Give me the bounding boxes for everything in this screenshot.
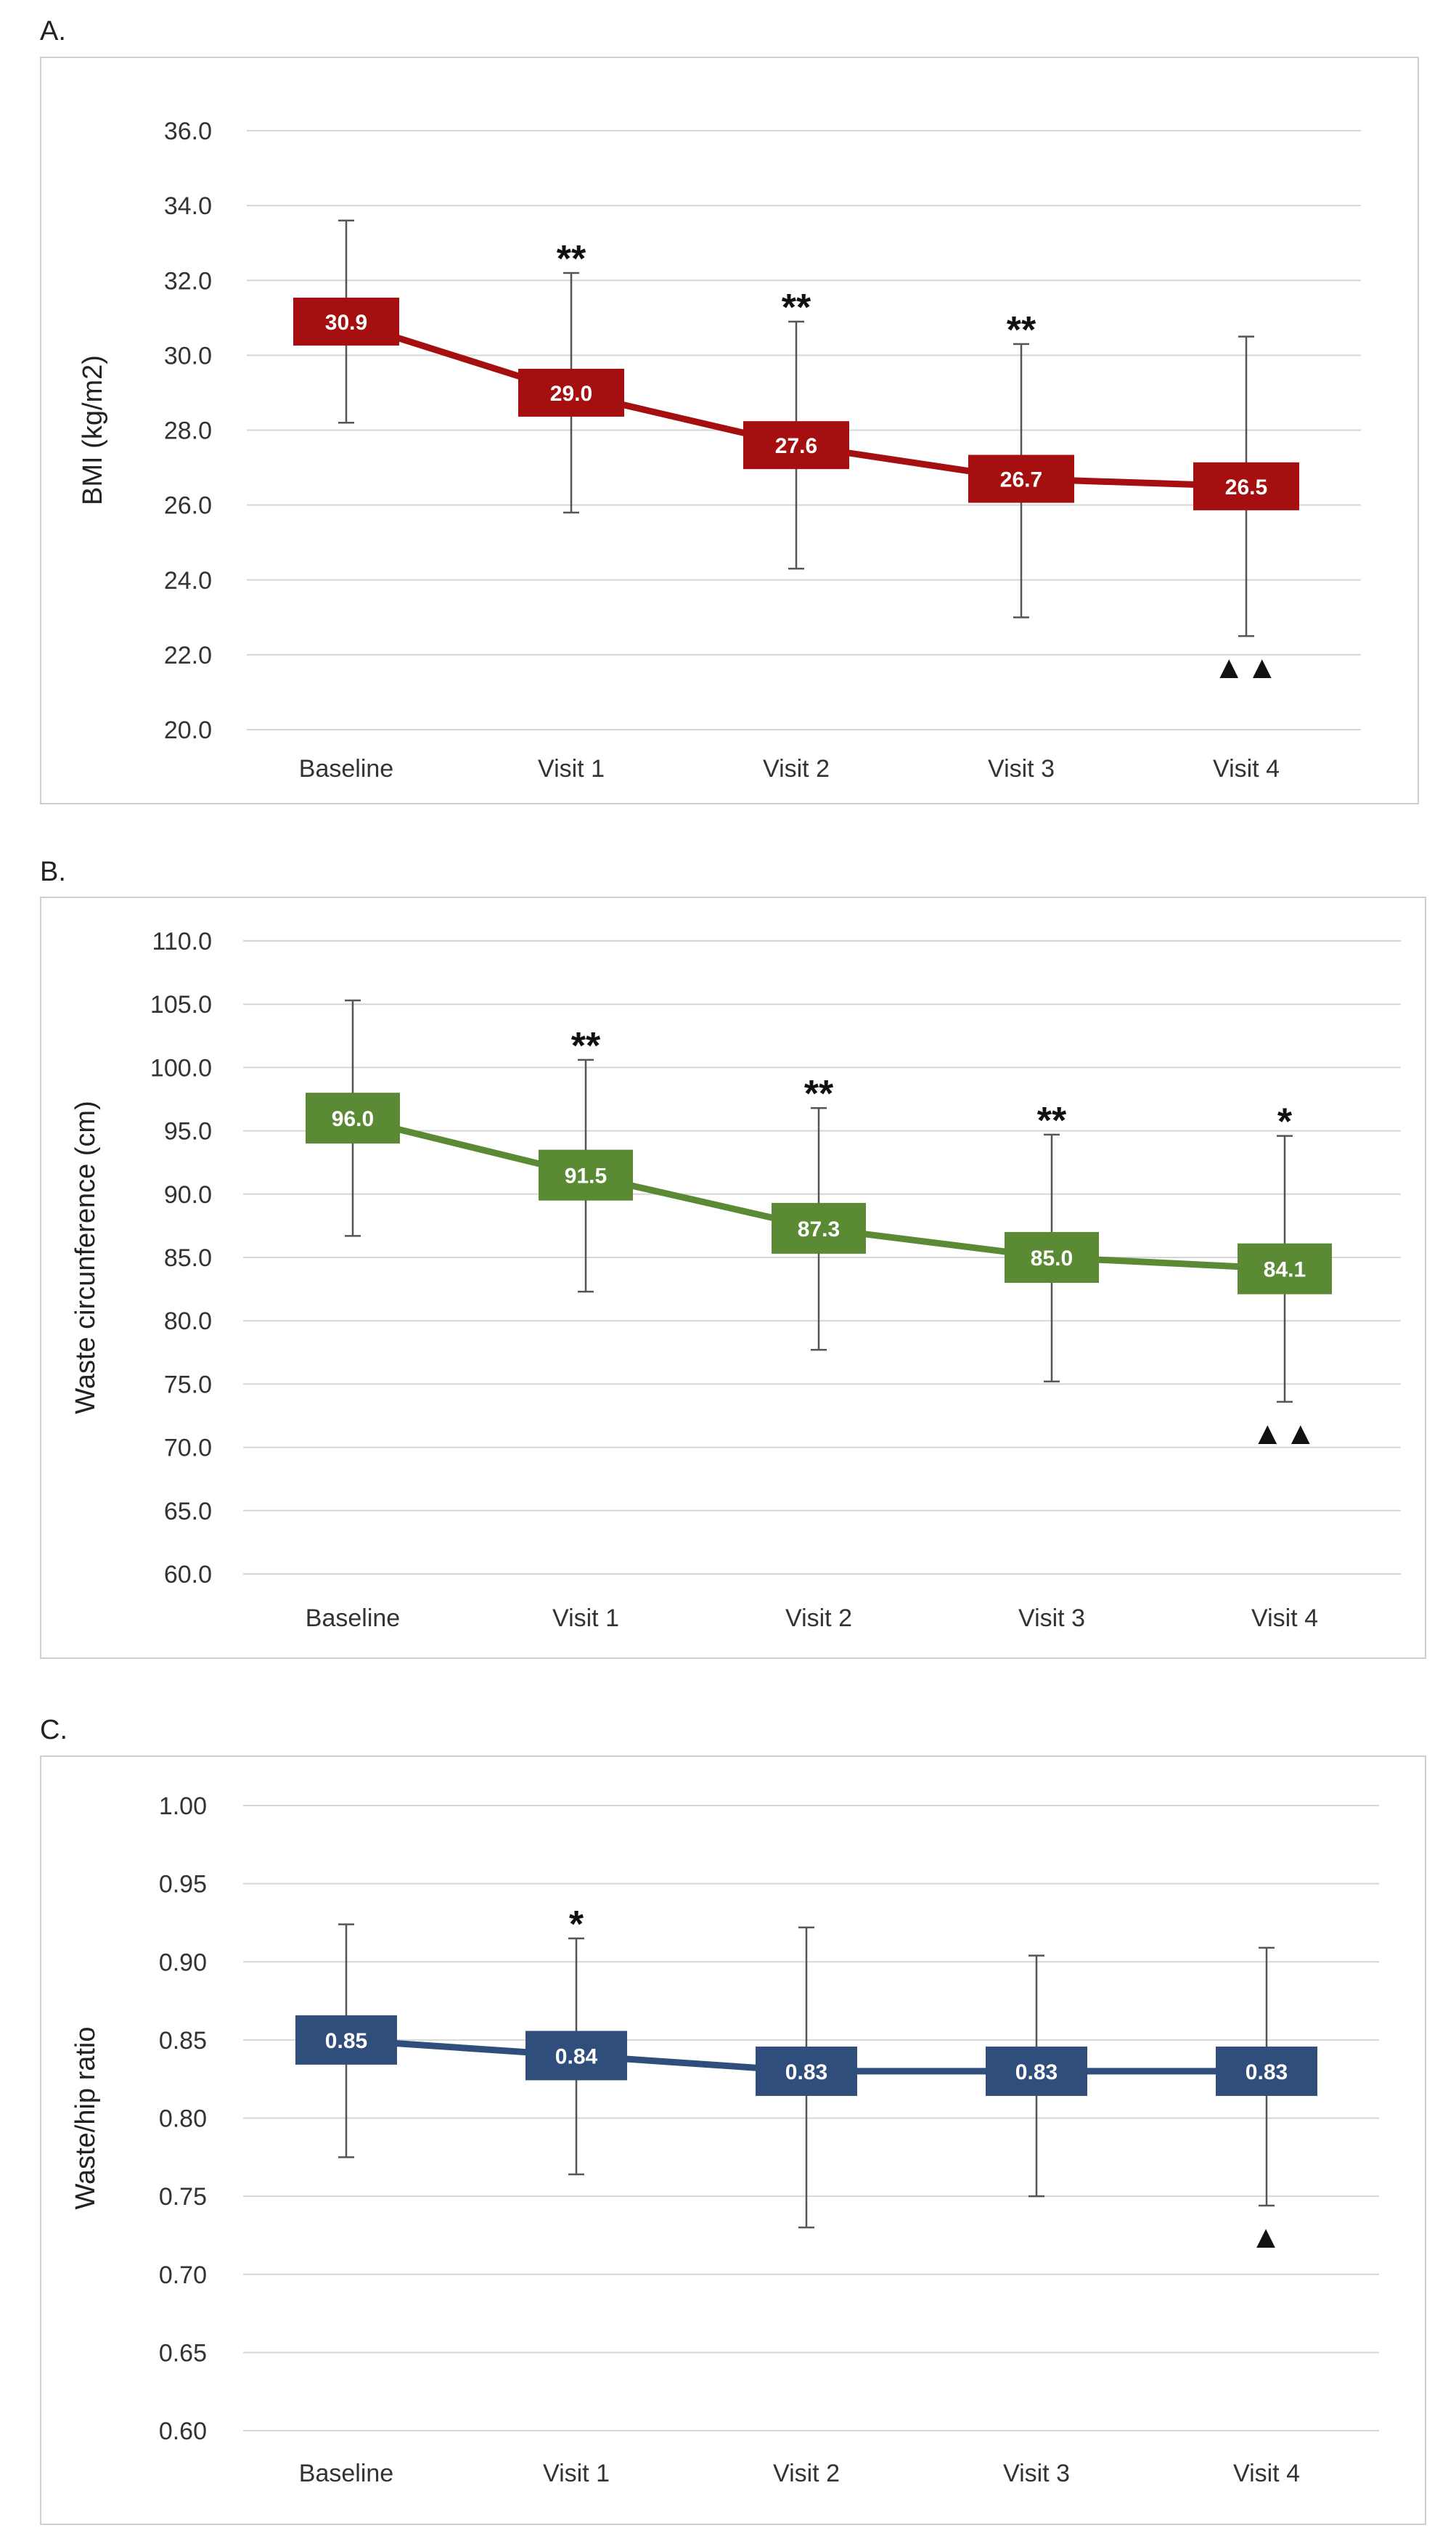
data-point-box xyxy=(756,2046,857,2096)
data-point-box xyxy=(518,368,624,417)
y-axis-label: Waste/hip ratio xyxy=(70,2026,101,2209)
x-category-label: Visit 3 xyxy=(988,755,1055,783)
significance-marker: ** xyxy=(557,238,586,280)
x-category-label: Visit 4 xyxy=(1251,1604,1318,1632)
x-category-label: Visit 4 xyxy=(1233,2460,1300,2487)
data-label: 0.83 xyxy=(785,2060,827,2084)
data-label: 87.3 xyxy=(798,1218,840,1241)
data-label: 0.84 xyxy=(555,2044,598,2068)
significance-marker: ** xyxy=(571,1025,601,1067)
y-tick-label: 85.0 xyxy=(164,1244,212,1272)
y-tick-label: 28.0 xyxy=(164,417,212,445)
data-point-box xyxy=(968,454,1074,503)
y-tick-label: 0.70 xyxy=(159,2261,207,2289)
data-point-box xyxy=(743,421,849,470)
data-label: 0.83 xyxy=(1246,2060,1288,2084)
y-tick-label: 65.0 xyxy=(164,1498,212,1525)
data-point-box xyxy=(525,2031,627,2081)
y-tick-label: 100.0 xyxy=(150,1054,212,1082)
x-category-label: Visit 3 xyxy=(1003,2460,1070,2487)
y-tick-label: 95.0 xyxy=(164,1118,212,1146)
y-tick-label: 32.0 xyxy=(164,267,212,295)
data-point-box xyxy=(1216,2046,1317,2096)
y-tick-label: 0.60 xyxy=(159,2418,207,2445)
y-tick-label: 1.00 xyxy=(159,1792,207,1820)
data-point-box xyxy=(293,297,399,346)
data-point-box xyxy=(986,2046,1087,2096)
x-category-label: Visit 1 xyxy=(552,1604,619,1632)
significance-marker: ▲ xyxy=(1250,2219,1283,2255)
y-tick-label: 0.85 xyxy=(159,2027,207,2055)
y-tick-label: 75.0 xyxy=(164,1371,212,1398)
data-label: 27.6 xyxy=(775,434,817,458)
data-label: 26.7 xyxy=(1000,468,1042,492)
x-category-label: Visit 2 xyxy=(785,1604,852,1632)
y-tick-label: 60.0 xyxy=(164,1561,212,1588)
x-category-label: Visit 1 xyxy=(543,2460,610,2487)
y-tick-label: 24.0 xyxy=(164,567,212,595)
y-tick-label: 70.0 xyxy=(164,1435,212,1462)
y-tick-label: 90.0 xyxy=(164,1181,212,1209)
y-tick-label: 0.80 xyxy=(159,2105,207,2133)
y-tick-label: 0.95 xyxy=(159,1871,207,1898)
data-point-box xyxy=(295,2015,397,2065)
significance-marker: ▲▲ xyxy=(1213,650,1279,685)
y-tick-label: 26.0 xyxy=(164,492,212,520)
x-category-label: Visit 2 xyxy=(763,755,830,783)
significance-marker: * xyxy=(1277,1101,1293,1143)
y-tick-label: 105.0 xyxy=(150,991,212,1019)
x-category-label: Visit 4 xyxy=(1213,755,1280,783)
significance-marker: ** xyxy=(1037,1100,1067,1142)
x-category-label: Baseline xyxy=(299,2460,393,2487)
x-category-label: Baseline xyxy=(306,1604,400,1632)
y-axis-label: Waste circunference (cm) xyxy=(70,1101,101,1414)
x-category-label: Visit 1 xyxy=(538,755,605,783)
panel-a-label: A. xyxy=(40,16,66,46)
x-category-label: Visit 3 xyxy=(1018,1604,1085,1632)
significance-marker: ▲▲ xyxy=(1251,1416,1317,1451)
panel-b-label: B. xyxy=(40,857,66,887)
y-tick-label: 34.0 xyxy=(164,192,212,220)
data-point-box xyxy=(1238,1243,1332,1294)
significance-marker: ** xyxy=(782,287,811,329)
y-tick-label: 36.0 xyxy=(164,118,212,145)
significance-marker: ** xyxy=(1007,309,1036,351)
data-label: 85.0 xyxy=(1031,1247,1073,1270)
data-point-box xyxy=(1005,1232,1099,1283)
x-category-label: Visit 2 xyxy=(773,2460,840,2487)
y-tick-label: 110.0 xyxy=(152,928,212,955)
data-point-box xyxy=(539,1149,633,1201)
data-label: 0.83 xyxy=(1015,2060,1058,2084)
data-label: 29.0 xyxy=(550,382,592,406)
data-label: 26.5 xyxy=(1225,476,1267,499)
y-tick-label: 0.75 xyxy=(159,2183,207,2211)
data-label: 91.5 xyxy=(565,1165,607,1188)
y-tick-label: 20.0 xyxy=(164,717,212,744)
data-label: 84.1 xyxy=(1264,1258,1306,1282)
data-point-box xyxy=(306,1093,400,1144)
y-tick-label: 30.0 xyxy=(164,342,212,370)
data-label: 30.9 xyxy=(325,311,367,335)
y-tick-label: 0.65 xyxy=(159,2339,207,2367)
significance-marker: ** xyxy=(804,1073,834,1115)
data-label: 0.85 xyxy=(325,2029,367,2053)
data-label: 96.0 xyxy=(332,1107,374,1131)
y-tick-label: 80.0 xyxy=(164,1308,212,1335)
y-axis-label: BMI (kg/m2) xyxy=(78,355,108,505)
x-category-label: Baseline xyxy=(299,755,393,783)
data-point-box xyxy=(1193,462,1299,510)
y-tick-label: 0.90 xyxy=(159,1949,207,1976)
data-point-box xyxy=(772,1202,866,1254)
significance-marker: * xyxy=(569,1904,584,1946)
panel-c-label: C. xyxy=(40,1715,68,1745)
panel-b-frame xyxy=(40,897,1426,1659)
y-tick-label: 22.0 xyxy=(164,642,212,669)
